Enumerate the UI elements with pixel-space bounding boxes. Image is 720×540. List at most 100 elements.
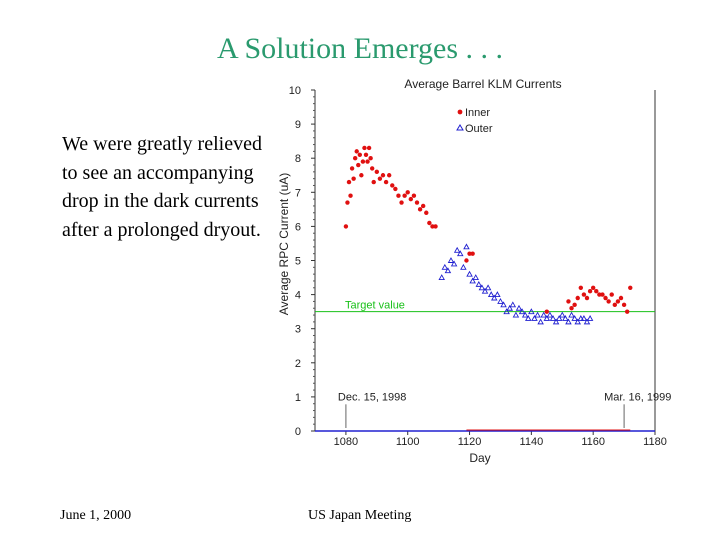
outer-point — [512, 311, 520, 318]
outer-point — [521, 311, 529, 318]
inner-point — [374, 169, 380, 175]
outer-point — [543, 315, 551, 321]
inner-point — [615, 299, 621, 304]
inner-point — [351, 176, 356, 181]
outer-point — [580, 315, 588, 321]
outer-point — [463, 243, 470, 250]
date-annotation: Dec. 15, 1998 — [338, 391, 407, 403]
outer-point — [577, 315, 585, 321]
inner-point — [467, 251, 472, 256]
inner-point — [411, 193, 417, 198]
inner-point — [417, 207, 423, 212]
inner-point — [624, 309, 630, 314]
inner-point — [587, 288, 593, 294]
inner-point — [362, 145, 367, 151]
inner-point — [597, 292, 602, 297]
chart-title: Average Barrel KLM Currents — [404, 77, 561, 91]
inner-point — [584, 295, 590, 301]
outer-point — [562, 315, 569, 321]
inner-point — [352, 156, 358, 161]
outer-point — [546, 311, 554, 318]
legend-outer-marker — [456, 124, 464, 131]
legend-inner-label: Inner — [465, 107, 490, 119]
outer-point — [469, 277, 476, 284]
x-tick-label: 1120 — [458, 436, 482, 448]
inner-point — [628, 285, 633, 290]
y-axis-label: Average RPC Current (uA) — [277, 173, 291, 316]
inner-point — [359, 173, 364, 178]
footer-meeting: US Japan Meeting — [308, 508, 412, 523]
x-tick-label: 1140 — [520, 436, 544, 448]
outer-point — [515, 304, 523, 311]
x-tick-label: 1180 — [643, 436, 667, 448]
inner-point — [420, 203, 426, 209]
inner-point — [368, 156, 373, 161]
outer-point — [484, 284, 492, 291]
inner-point — [369, 166, 375, 171]
legend-inner-marker — [457, 109, 463, 115]
inner-point — [357, 152, 363, 157]
outer-point — [447, 257, 455, 263]
slide-title: A Solution Emerges . . . — [216, 32, 504, 65]
inner-point — [393, 186, 398, 192]
outer-point — [457, 250, 464, 257]
outer-point — [555, 315, 563, 321]
outer-point — [506, 304, 513, 311]
inner-point — [464, 258, 469, 263]
inner-point — [380, 173, 386, 178]
y-tick-label: 10 — [289, 85, 301, 97]
y-tick-label: 7 — [295, 187, 301, 199]
outer-point — [450, 260, 458, 267]
y-tick-label: 0 — [295, 426, 301, 438]
inner-point — [424, 210, 429, 215]
y-tick-label: 2 — [295, 358, 301, 370]
inner-point — [396, 193, 401, 198]
outer-point — [466, 270, 473, 277]
y-tick-label: 8 — [295, 153, 301, 165]
outer-point — [453, 246, 461, 253]
inner-point — [386, 173, 392, 178]
inner-point — [603, 295, 608, 301]
outer-point — [460, 263, 467, 270]
outer-point — [552, 318, 560, 325]
inner-point — [345, 200, 350, 205]
outer-point — [574, 318, 581, 325]
inner-point — [349, 166, 355, 171]
y-tick-label: 4 — [295, 290, 301, 302]
inner-point — [354, 149, 359, 154]
outer-point — [487, 291, 495, 298]
outer-point — [586, 315, 594, 321]
x-tick-label: 1160 — [581, 436, 605, 448]
inner-point — [383, 179, 389, 185]
outer-point — [481, 287, 489, 294]
outer-point — [571, 315, 578, 321]
outer-point — [525, 315, 532, 321]
inner-point — [356, 162, 361, 168]
inner-point — [470, 251, 475, 256]
inner-point — [430, 224, 435, 229]
outer-point — [528, 308, 535, 315]
inner-point — [360, 159, 366, 164]
outer-point — [494, 291, 501, 298]
outer-point — [531, 315, 538, 321]
inner-point — [618, 295, 624, 301]
x-axis-label: Day — [469, 451, 490, 465]
outer-point — [444, 267, 452, 274]
current-chart: Average Barrel KLM Currents Average RPC … — [277, 77, 671, 465]
inner-point — [366, 145, 372, 151]
inner-point — [569, 306, 574, 311]
outer-point — [540, 311, 547, 318]
outer-point — [497, 297, 504, 304]
inner-point — [621, 302, 627, 308]
x-tick-label: 1080 — [334, 436, 358, 448]
outer-point — [509, 301, 517, 308]
inner-point — [581, 292, 587, 297]
y-tick-label: 9 — [295, 119, 301, 131]
outer-point — [478, 284, 486, 291]
outer-point — [565, 318, 572, 325]
outer-point — [472, 274, 479, 281]
inner-point — [414, 200, 420, 205]
inner-point — [399, 200, 404, 205]
inner-point — [346, 179, 352, 185]
x-tick-label: 1100 — [396, 436, 420, 448]
